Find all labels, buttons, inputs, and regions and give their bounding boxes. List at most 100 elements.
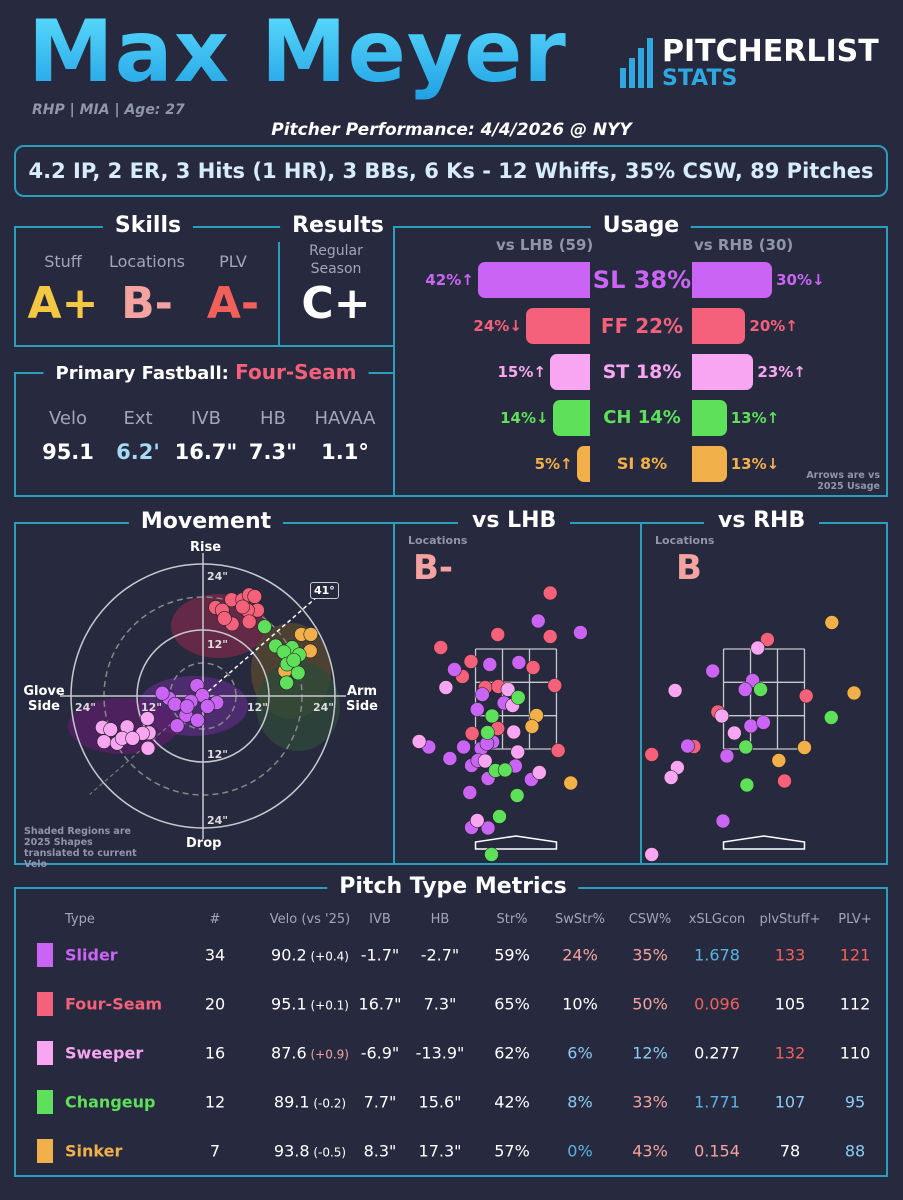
- usage-bar-rhb: [692, 400, 727, 436]
- metric-cell: 65%: [494, 994, 530, 1014]
- locations-label: Locations: [108, 252, 185, 271]
- location-point-sl: [475, 687, 490, 702]
- velo-cell: 90.2 (+0.4): [271, 946, 349, 965]
- location-point-ff: [760, 632, 775, 647]
- usage-rhb-pct: 30%↓: [776, 271, 825, 289]
- location-point-sl: [530, 613, 546, 629]
- usage-rhb-pct: 20%↑: [749, 317, 798, 335]
- movement-point-si: [303, 627, 319, 642]
- location-point-sl: [705, 663, 720, 679]
- movement-title: Movement: [128, 508, 284, 536]
- ring-label: 12": [141, 701, 162, 714]
- location-point-si: [771, 753, 787, 768]
- metric-cell: 35%: [632, 945, 668, 965]
- column-header: IVB: [369, 912, 391, 927]
- velo-diff: (+0.9): [306, 1047, 349, 1062]
- metric-cell: 50%: [632, 994, 668, 1014]
- location-point-ff: [433, 640, 449, 655]
- metric-cell: 16: [204, 1043, 226, 1063]
- metric-cell: 88: [844, 1141, 866, 1161]
- pitcherlist-logo: PITCHERLIST STATS: [618, 34, 888, 93]
- metric-cell: 132: [774, 1043, 806, 1063]
- location-point-sl: [482, 657, 498, 672]
- location-point-st: [510, 744, 526, 760]
- metric-cell: 112: [839, 994, 871, 1014]
- movement-point-sl: [169, 718, 185, 733]
- location-point-ch: [823, 710, 839, 725]
- metric-cell: 1.771: [694, 1092, 740, 1112]
- metric-cell: 0%: [567, 1141, 593, 1161]
- home-plate: [474, 835, 558, 850]
- location-point-si: [797, 740, 812, 755]
- ring-label: 24": [75, 701, 96, 714]
- location-point-ch: [484, 847, 499, 862]
- movement-point-ch: [290, 665, 306, 681]
- logo-title: PITCHERLIST: [662, 34, 879, 69]
- usage-bar-lhb: [576, 446, 590, 482]
- location-point-ff: [798, 688, 814, 704]
- velo-cell: 93.8 (-0.5): [274, 1142, 346, 1161]
- pitch-color-swatch: [37, 1139, 53, 1163]
- ivb-value: 16.7": [174, 440, 238, 464]
- location-point-ff: [550, 743, 566, 758]
- location-point-st: [714, 708, 730, 724]
- metric-cell: 133: [774, 945, 806, 965]
- skills-results-panel: Skills Results Stuff Locations PLV A+ B-…: [14, 212, 396, 347]
- ring-label: 12": [247, 701, 268, 714]
- metric-cell: 105: [774, 994, 806, 1014]
- ring-label: 12": [207, 638, 228, 651]
- location-point-sl: [715, 813, 731, 829]
- plv-grade: A-: [206, 278, 260, 329]
- metric-cell: 107: [774, 1092, 806, 1112]
- usage-lhb-pct: 14%↓: [500, 409, 549, 427]
- metric-cell: 10%: [562, 994, 598, 1014]
- column-header: Velo (vs '25): [269, 912, 351, 927]
- movement-point-st: [125, 731, 140, 746]
- ext-value: 6.2': [116, 440, 160, 464]
- metric-cell: 43%: [632, 1141, 668, 1161]
- metric-cell: -13.9": [415, 1043, 465, 1063]
- metric-cell: 6%: [567, 1043, 593, 1063]
- metric-cell: 16.7": [358, 994, 402, 1014]
- pitcher-bio: RHP | MIA | Age: 27: [32, 102, 185, 118]
- velo-cell: 87.6 (+0.9): [271, 1044, 349, 1063]
- pitch-type: Sinker: [65, 1141, 123, 1161]
- pitch-color-swatch: [37, 1090, 53, 1114]
- arm-side-label: Arm Side: [346, 684, 378, 714]
- regular-season-label: Regular Season: [309, 243, 363, 277]
- column-header: Type: [65, 912, 95, 927]
- fastball-pitch: Four-Seam: [235, 360, 357, 384]
- fastball-title: Primary Fastball: Four-Seam: [43, 358, 369, 388]
- location-point-sl: [680, 738, 695, 754]
- metric-cell: 24%: [562, 945, 598, 965]
- velo-value: 87.6: [271, 1043, 307, 1063]
- usage-bar-rhb: [692, 262, 773, 298]
- usage-pitch-label: ST 18%: [602, 361, 682, 383]
- usage-lhb-header: vs LHB (59): [496, 236, 594, 254]
- ring-label: 12": [207, 748, 228, 761]
- metric-cell: 17.3": [418, 1141, 462, 1161]
- metric-cell: 62%: [494, 1043, 530, 1063]
- performance-subtitle: Pitcher Performance: 4/4/2026 @ NYY: [271, 120, 632, 140]
- location-point-ff: [542, 629, 558, 644]
- shaded-2025-region: [256, 661, 340, 751]
- column-header: HB: [430, 912, 450, 927]
- usage-pitch-label: CH 14%: [603, 407, 681, 428]
- velo-value: 95.1: [42, 440, 94, 464]
- location-point-st: [438, 680, 454, 695]
- usage-lhb-pct: 15%↑: [497, 363, 546, 381]
- usage-bar-rhb: [692, 354, 754, 390]
- stuff-grade: A+: [27, 278, 99, 329]
- metric-cell: 59%: [494, 945, 530, 965]
- logo-subtitle: STATS: [662, 66, 738, 91]
- havaa-label: HAVAA: [314, 408, 376, 429]
- movement-point-st: [96, 734, 112, 749]
- metric-cell: 7.7": [363, 1092, 397, 1112]
- usage-pitch-label: FF 22%: [600, 314, 684, 338]
- metric-cell: 110: [839, 1043, 871, 1063]
- location-point-sl: [469, 702, 485, 717]
- location-point-sl: [480, 820, 496, 836]
- primary-fastball-panel: Primary Fastball: Four-Seam Velo Ext IVB…: [14, 358, 395, 497]
- pitch-type: Changeup: [65, 1092, 156, 1112]
- location-point-st: [477, 753, 493, 769]
